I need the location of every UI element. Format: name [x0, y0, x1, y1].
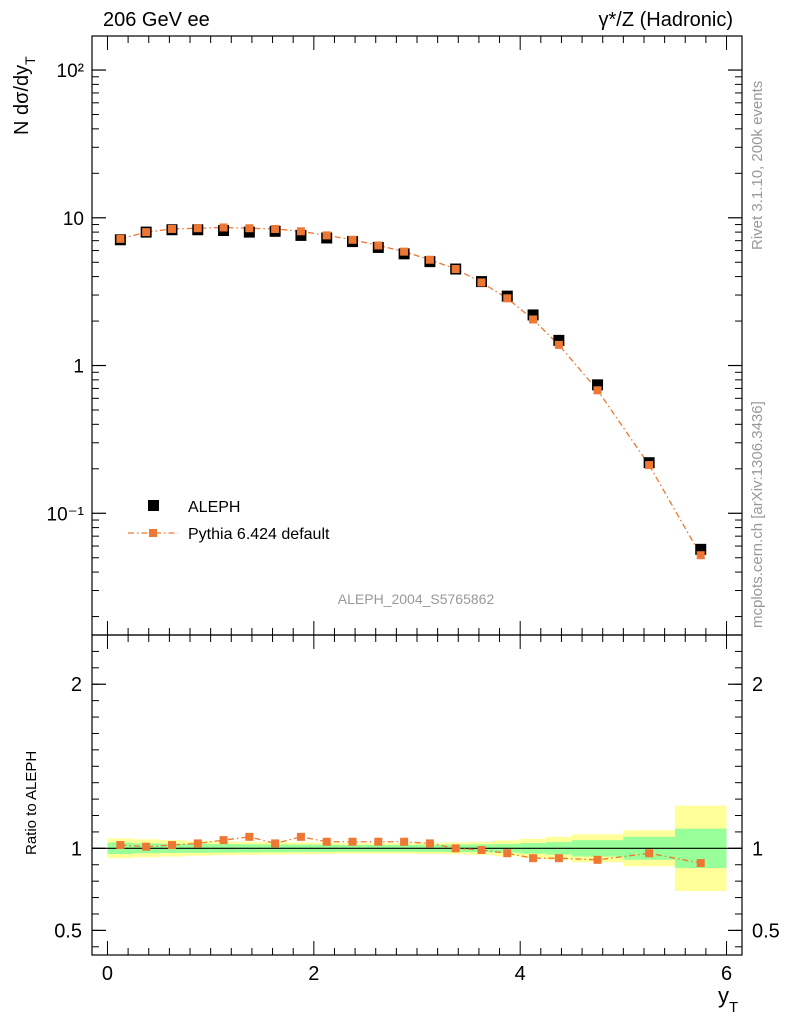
- ratio-xtick-label: 2: [308, 963, 319, 985]
- mc-point: [374, 241, 383, 250]
- ratio-mc-point: [322, 837, 331, 846]
- mc-point: [477, 278, 486, 287]
- mcplots-credit-label: mcplots.cern.ch [arXiv:1306.3436]: [749, 401, 766, 628]
- ratio-mc-point: [116, 841, 125, 850]
- analysis-watermark: ALEPH_2004_S5765862: [338, 591, 495, 607]
- mc-point: [219, 223, 228, 232]
- mc-point: [348, 235, 357, 244]
- mc-point: [425, 255, 434, 264]
- ratio-plot-frame: [91, 634, 743, 956]
- main-axis-ticks: 10⁻¹ 1 10 10²: [47, 36, 742, 635]
- ratio-mc-point: [219, 836, 228, 845]
- ratio-mc-point: [348, 837, 357, 846]
- ratio-mc-point: [142, 842, 151, 851]
- mc-point: [645, 461, 654, 470]
- legend-mc-label: Pythia 6.424 default: [188, 526, 330, 543]
- legend-aleph-label: ALEPH: [188, 499, 240, 516]
- ratio-mc-point: [451, 844, 460, 853]
- ratio-xtick-label: 6: [721, 963, 732, 985]
- mc-point: [271, 224, 280, 233]
- ratio-mc-point: [167, 841, 176, 850]
- main-series-layer: [114, 223, 707, 560]
- mc-point: [529, 315, 538, 324]
- legend: ALEPH Pythia 6.424 default: [128, 499, 330, 543]
- main-ytick-label: 10²: [57, 61, 84, 82]
- x-axis-label-text: y: [718, 983, 729, 1008]
- aleph-data-point: [553, 334, 565, 346]
- mc-point: [554, 340, 563, 349]
- main-ytick-label: 1: [73, 357, 84, 378]
- ratio-mc-point: [193, 839, 202, 848]
- mc-point: [593, 386, 602, 395]
- ratio-mc-point: [477, 845, 486, 854]
- mc-point: [696, 551, 705, 560]
- mc-point: [503, 294, 512, 303]
- mc-point: [142, 228, 151, 237]
- main-y-axis-label: N dσ/dyT: [11, 56, 38, 135]
- legend-mc-marker: [149, 529, 157, 537]
- main-ytick-label: 10⁻¹: [47, 504, 85, 525]
- ratio-mc-point: [400, 837, 409, 846]
- ratio-mc-point: [503, 849, 512, 858]
- ratio-mc-point: [696, 859, 705, 868]
- mc-point: [322, 231, 331, 240]
- ratio-ytick-label-right: 1: [752, 838, 763, 860]
- ratio-mc-point: [271, 839, 280, 848]
- ratio-ytick-label-right: 2: [752, 674, 763, 696]
- ratio-mc-point: [245, 832, 254, 841]
- ratio-mc-point: [593, 855, 602, 864]
- x-axis-label: yT: [718, 983, 738, 1016]
- ratio-mc-point: [645, 849, 654, 858]
- main-y-axis-label-text: N dσ/dy: [11, 65, 33, 135]
- ratio-xtick-label: 0: [102, 963, 113, 985]
- mc-point: [296, 227, 305, 236]
- ratio-y-axis-label: Ratio to ALEPH: [23, 751, 40, 855]
- mc-point: [245, 224, 254, 233]
- aleph-data-point: [695, 543, 707, 555]
- ratio-mc-point: [296, 832, 305, 841]
- main-ytick-label: 10: [63, 209, 84, 230]
- header-left-label: 206 GeV ee: [103, 9, 210, 31]
- ratio-ytick-label: 2: [71, 674, 82, 696]
- aleph-data-point: [592, 379, 604, 391]
- legend-aleph-marker: [148, 500, 159, 511]
- mc-point: [451, 265, 460, 274]
- ratio-mc-point: [529, 854, 538, 863]
- mc-point: [400, 247, 409, 256]
- mc-point: [116, 234, 125, 243]
- mc-point: [193, 224, 202, 233]
- ratio-series-layer: [116, 832, 705, 868]
- ratio-mc-point: [554, 854, 563, 863]
- ratio-ytick-label-right: 0.5: [752, 920, 780, 942]
- ratio-mc-point: [425, 839, 434, 848]
- ratio-ytick-label: 1: [71, 838, 82, 860]
- rivet-version-label: Rivet 3.1.10, 200k events: [749, 81, 766, 250]
- ratio-panel: 0.5 0.5 1 1 2 2 0 2 4 6 Ratio to ALEPH yT: [23, 634, 780, 1016]
- main-plot-frame: [91, 35, 743, 636]
- ratio-axis-ticks: 0.5 0.5 1 1 2 2 0 2 4 6: [54, 635, 780, 985]
- ratio-mc-point: [374, 837, 383, 846]
- ratio-ytick-label: 0.5: [54, 920, 82, 942]
- ratio-xtick-label: 4: [515, 963, 526, 985]
- mc-point: [167, 224, 176, 233]
- aleph-data-point: [295, 229, 307, 241]
- main-y-axis-label-subscript: T: [22, 56, 38, 65]
- header-right-label: γ*/Z (Hadronic): [599, 9, 733, 31]
- aleph-data-point: [527, 309, 539, 321]
- x-axis-label-subscript: T: [729, 999, 738, 1016]
